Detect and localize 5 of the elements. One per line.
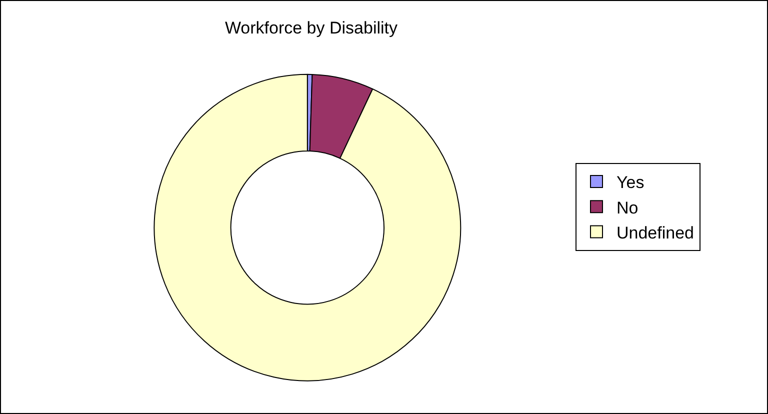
chart-title: Workforce by Disability — [224, 18, 398, 38]
legend-label: Yes — [616, 173, 644, 192]
legend-label: Undefined — [616, 223, 694, 242]
legend-label: No — [616, 198, 638, 218]
donut-slice — [154, 74, 461, 382]
